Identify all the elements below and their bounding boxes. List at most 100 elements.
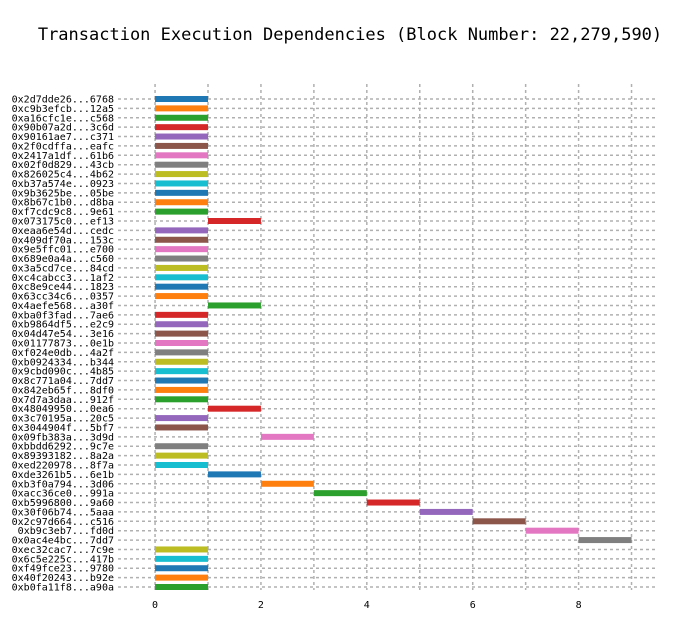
y-tick-label: 0xec32cac7...7c9e	[12, 545, 114, 556]
chart-title: Transaction Execution Dependencies (Bloc…	[38, 25, 662, 45]
transaction-bar	[155, 584, 208, 590]
y-tick-label: 0x8b67c1b0...d8ba	[12, 198, 114, 209]
transaction-bar	[208, 218, 261, 224]
transaction-bar	[155, 396, 208, 403]
y-tick-label: 0xb9864df5...e2c9	[12, 320, 114, 331]
y-tick-label: 0x2d7dde26...6768	[12, 95, 114, 106]
transaction-bar	[155, 555, 208, 562]
transaction-bar	[155, 377, 208, 384]
y-tick-label: 0xba0f3fad...7ae6	[12, 310, 114, 321]
x-tick-label: 2	[258, 600, 264, 611]
y-tick-label: 0xb0fa11f8...a90a	[12, 583, 114, 594]
y-tick-label: 0x842eb65f...8df0	[12, 385, 114, 396]
y-tick-label: 0xbbdd6292...9c7e	[12, 442, 114, 453]
y-tick-label: 0x3a5cd7ce...84cd	[12, 263, 114, 274]
transaction-bar	[155, 133, 208, 140]
y-tick-label: 0x04d47e54...3e16	[12, 329, 114, 340]
transaction-bar	[155, 340, 208, 346]
transaction-bar	[525, 527, 579, 534]
y-tick-label: 0xb5996800...9a60	[12, 498, 114, 509]
transaction-bar	[155, 546, 208, 553]
transaction-bar	[155, 124, 208, 131]
y-tick-label: 0x073175c0...ef13	[12, 217, 114, 228]
transaction-bar	[155, 199, 208, 206]
y-tick-label: 0xed220978...8f7a	[12, 461, 114, 472]
transaction-bar	[155, 368, 208, 375]
y-tick-label: 0x63cc34c6...0357	[12, 292, 114, 303]
transaction-bar	[155, 264, 208, 271]
transaction-bar	[472, 518, 526, 525]
transaction-bar	[155, 142, 208, 149]
y-tick-label: 0x09fb383a...3d9d	[12, 432, 114, 443]
transaction-bar	[155, 443, 208, 450]
bar-layer	[155, 96, 632, 590]
y-tick-label: 0x9cbd090c...4b85	[12, 367, 114, 378]
transaction-bar	[155, 152, 208, 159]
y-tick-label: 0xf49fce23...9780	[12, 564, 114, 575]
y-tick-label: 0xb37a574e...0923	[12, 179, 114, 190]
x-tick-label: 0	[152, 600, 158, 611]
transaction-bar	[155, 424, 208, 431]
y-tick-label: 0xb3f0a794...3d06	[12, 479, 114, 490]
transaction-bar	[208, 405, 261, 412]
y-tick-label: 0xa16cfc1e...c568	[12, 113, 114, 124]
transaction-bar	[155, 114, 208, 121]
transaction-bar	[155, 386, 208, 393]
y-tick-label: 0x3c70195a...20c5	[12, 414, 114, 425]
transaction-bar	[155, 246, 208, 253]
transaction-bar	[419, 508, 473, 515]
y-tick-label: 0x9b3625be...05be	[12, 188, 114, 199]
transaction-bar	[155, 452, 208, 459]
y-tick-label: 0x4aefe568...a30f	[12, 301, 114, 312]
y-tick-label: 0xf7cdc9c8...9e61	[12, 207, 114, 218]
y-tick-label: 0x409df70a...153c	[12, 235, 114, 246]
transaction-bar	[155, 105, 208, 112]
transaction-bar	[578, 537, 632, 544]
y-tick-label: 0x89393182...8a2a	[12, 451, 114, 462]
transaction-bar	[155, 161, 208, 168]
x-tick-label: 4	[364, 600, 370, 611]
y-tick-label: 0x8c771a04...7dd7	[12, 376, 114, 387]
transaction-bar	[155, 171, 208, 178]
y-tick-label: 0x6c5e225c...417b	[12, 554, 114, 565]
y-tick-label: 0xc9b3efcb...12a5	[12, 104, 114, 115]
y-tick-label: 0xf024e0db...4a2f	[12, 348, 114, 359]
y-tick-label: 0xc4cabcc3...1af2	[12, 273, 114, 284]
x-tick-label: 8	[576, 600, 582, 611]
y-tick-label: 0x01177873...0e1b	[12, 339, 114, 350]
y-tick-label: 0x48049950...0ea6	[12, 404, 114, 415]
transaction-bar	[260, 433, 314, 440]
transaction-bar	[155, 415, 208, 422]
transaction-bar	[155, 311, 208, 318]
transaction-bar	[155, 349, 208, 356]
y-tick-label: 0x90b07a2d...3c6d	[12, 123, 114, 134]
transaction-bar	[313, 490, 367, 497]
transaction-bar	[155, 236, 208, 243]
transaction-bar	[155, 565, 208, 572]
y-tick-label: 0x7d7a3daa...912f	[12, 395, 114, 406]
y-tick-label: 0xeaa6e54d...cedc	[12, 226, 114, 237]
transaction-bar	[155, 208, 208, 215]
transaction-bar	[155, 227, 208, 234]
y-tick-label: 0x826025c4...4b62	[12, 170, 114, 181]
x-tick-labels: 0 2 4 6 8	[152, 600, 582, 611]
y-tick-labels: 0x2d7dde26...67680xc9b3efcb...12a50xa16c…	[12, 95, 114, 594]
y-tick-label: 0x2417a1df...61b6	[12, 151, 114, 162]
y-tick-label: 0x9e5ffc01...e700	[12, 245, 114, 256]
x-tick-label: 6	[470, 600, 476, 611]
transaction-bar	[366, 499, 420, 506]
transaction-bar	[155, 574, 208, 581]
transaction-bar	[260, 480, 314, 487]
transaction-bar	[155, 180, 208, 187]
transaction-bar	[155, 358, 208, 365]
transaction-bar	[155, 96, 208, 102]
y-tick-label: 0x40f20243...b92e	[12, 573, 114, 584]
y-tick-label: 0xb9c3eb7...fd0d	[18, 526, 114, 537]
transaction-bar	[155, 189, 208, 196]
grid-layer	[118, 84, 658, 590]
transaction-bar	[155, 255, 208, 262]
transaction-bar	[208, 471, 261, 478]
y-tick-label: 0xb0924334...b344	[12, 357, 114, 368]
